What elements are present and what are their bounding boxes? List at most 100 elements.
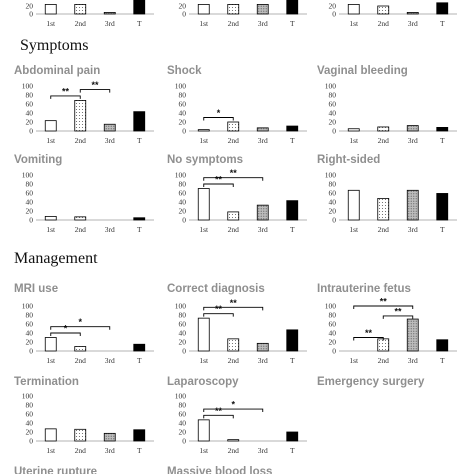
- significance-label: **: [91, 80, 99, 90]
- x-tick-label: 3rd: [105, 356, 115, 365]
- y-tick-label: 0: [332, 10, 336, 19]
- panel-title: Uterine rupture: [14, 466, 97, 474]
- x-tick-label: 1st: [349, 136, 359, 145]
- chart-panel: Massive blood loss: [167, 466, 272, 474]
- x-tick-label: 3rd: [105, 446, 115, 455]
- y-tick-label: 100: [22, 392, 34, 401]
- x-tick-label: 3rd: [105, 19, 115, 28]
- y-tick-label: 20: [26, 428, 34, 437]
- x-tick-label: 3rd: [408, 136, 418, 145]
- panel-title: Shock: [167, 65, 202, 77]
- significance-label: **: [230, 168, 238, 178]
- y-tick-label: 80: [26, 180, 34, 189]
- section-title-management: Management: [14, 250, 98, 267]
- bar: [227, 439, 240, 442]
- x-tick-label: T: [137, 356, 142, 365]
- x-tick-label: 1st: [46, 136, 56, 145]
- bar: [406, 125, 419, 132]
- y-tick-label: 100: [22, 82, 34, 91]
- bar: [44, 4, 57, 15]
- bar: [256, 127, 269, 132]
- bar: [103, 11, 116, 15]
- chart-panel: 020 1st 2nd 3rd T: [329, 2, 457, 28]
- y-tick-label: 40: [179, 198, 187, 207]
- y-tick-label: 0: [29, 127, 33, 136]
- bar: [74, 4, 87, 15]
- bar: [74, 428, 87, 442]
- x-tick-label: 1st: [199, 136, 209, 145]
- y-tick-label: 80: [179, 180, 187, 189]
- x-tick-label: 2nd: [228, 19, 240, 28]
- bar: [44, 428, 57, 442]
- x-tick-label: 1st: [199, 356, 209, 365]
- x-tick-label: 2nd: [75, 356, 87, 365]
- x-tick-label: 3rd: [408, 19, 418, 28]
- chart-panel: 020 1st 2nd 3rd T: [26, 0, 154, 28]
- x-tick-label: 1st: [46, 19, 56, 28]
- panel-title: Emergency surgery: [317, 376, 425, 388]
- y-tick-label: 20: [329, 338, 337, 347]
- x-tick-label: 1st: [46, 356, 56, 365]
- chart-panel: 020 1st 2nd 3rd T: [179, 0, 307, 28]
- y-tick-label: 20: [179, 428, 187, 437]
- significance-label: **: [394, 306, 402, 316]
- y-tick-label: 0: [332, 216, 336, 225]
- y-tick-label: 100: [22, 302, 34, 311]
- x-tick-label: T: [137, 446, 142, 455]
- bar: [74, 346, 87, 352]
- y-tick-label: 80: [179, 91, 187, 100]
- y-tick-label: 80: [329, 91, 337, 100]
- y-tick-label: 100: [325, 171, 337, 180]
- panel-title: Abdominal pain: [14, 65, 100, 77]
- y-tick-label: 20: [26, 118, 34, 127]
- bar: [133, 429, 146, 442]
- x-tick-label: T: [440, 225, 445, 234]
- significance-bracket: [79, 89, 111, 93]
- panel-title: Intrauterine fetus: [317, 283, 411, 295]
- x-tick-label: 2nd: [228, 356, 240, 365]
- bar: [197, 419, 210, 442]
- panel-title: MRI use: [14, 283, 58, 295]
- x-tick-label: 1st: [199, 446, 209, 455]
- y-tick-label: 40: [26, 198, 34, 207]
- y-tick-label: 40: [26, 109, 34, 118]
- x-tick-label: 2nd: [75, 19, 87, 28]
- bar: [103, 432, 116, 442]
- x-tick-label: 2nd: [75, 446, 87, 455]
- bar: [74, 216, 87, 221]
- significance-bracket: [203, 414, 234, 419]
- bar: [286, 431, 299, 442]
- y-tick-label: 60: [26, 410, 34, 419]
- y-tick-label: 20: [26, 338, 34, 347]
- x-tick-label: 2nd: [228, 225, 240, 234]
- y-tick-label: 60: [329, 189, 337, 198]
- bar: [286, 329, 299, 352]
- x-tick-label: 1st: [199, 19, 209, 28]
- panel-title: Vaginal bleeding: [317, 65, 408, 77]
- significance-label: *: [78, 317, 82, 327]
- x-tick-label: 2nd: [228, 136, 240, 145]
- x-tick-label: 3rd: [258, 225, 268, 234]
- significance-label: **: [365, 328, 373, 338]
- bar: [406, 189, 419, 221]
- x-tick-label: T: [440, 19, 445, 28]
- y-tick-label: 60: [179, 320, 187, 329]
- bar: [44, 337, 57, 352]
- bar: [44, 215, 57, 221]
- x-tick-label: T: [137, 19, 142, 28]
- significance-bracket: [382, 315, 414, 319]
- x-tick-label: T: [290, 136, 295, 145]
- x-tick-label: 3rd: [105, 136, 115, 145]
- y-tick-label: 0: [182, 347, 186, 356]
- y-tick-label: 0: [182, 127, 186, 136]
- significance-bracket: [50, 95, 81, 99]
- x-tick-label: 1st: [46, 225, 56, 234]
- bar: [197, 129, 210, 132]
- bar: [347, 4, 360, 15]
- bar: [133, 0, 146, 15]
